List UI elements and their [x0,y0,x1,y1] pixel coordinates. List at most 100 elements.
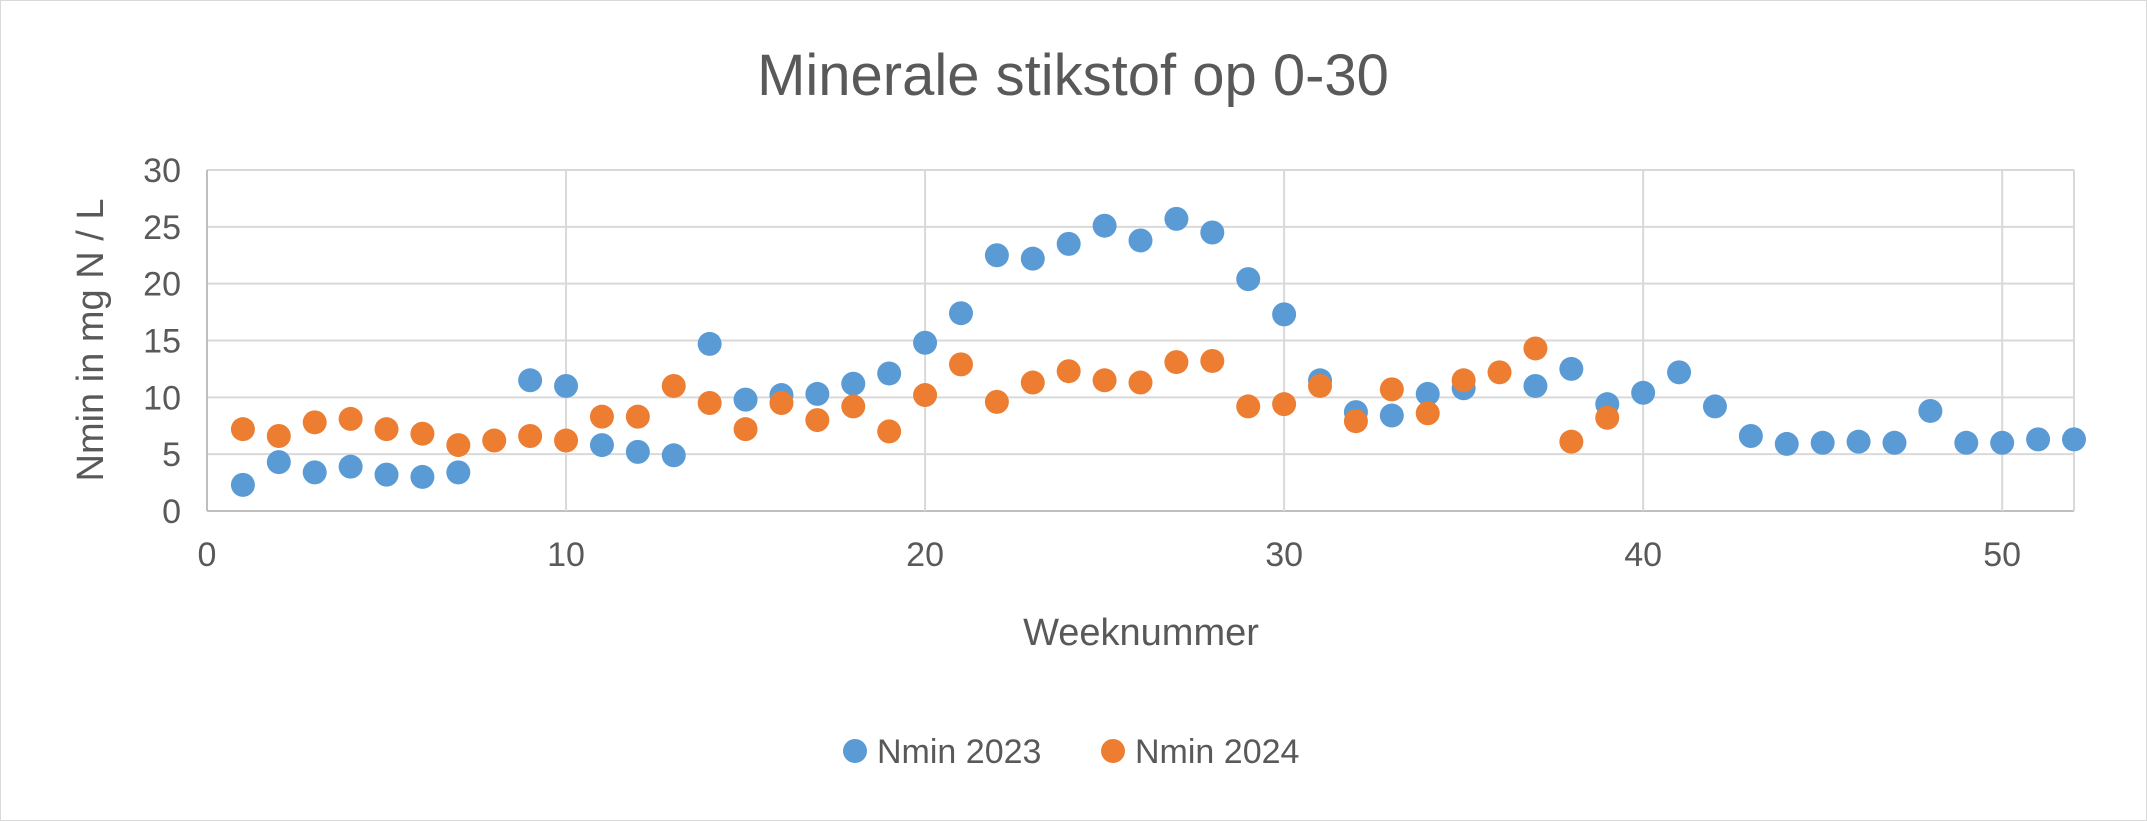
data-point [697,331,722,356]
data-point [1343,409,1368,434]
data-point [1236,394,1261,419]
data-point [1846,429,1871,454]
data-point [1523,336,1548,361]
data-point [1164,350,1189,375]
data-point [589,404,614,429]
data-point [1667,360,1692,385]
data-point [1918,398,1943,423]
data-point [1379,403,1404,428]
x-axis-label: Weeknummer [1023,612,1259,654]
data-point [1487,360,1512,385]
data-point [1523,373,1548,398]
data-point [302,460,327,485]
legend-label: Nmin 2024 [1135,733,1299,771]
data-point [913,330,938,355]
data-point [805,381,830,406]
data-point [733,387,758,412]
legend-marker [1101,739,1125,763]
data-point [841,371,866,396]
data-point [1451,368,1476,393]
data-point [625,439,650,464]
data-point [266,450,291,475]
data-point [805,408,830,433]
data-point [1990,430,2015,455]
y-tick-label: 20 [143,266,181,304]
data-point [338,454,363,479]
chart-title: Minerale stikstof op 0-30 [757,43,1389,108]
data-point [625,404,650,429]
data-point [1702,394,1727,419]
data-point [1164,206,1189,231]
data-point [374,417,399,442]
x-tick-label: 50 [1983,536,2021,574]
data-point [877,361,902,386]
data-point [410,464,435,489]
x-tick-label: 40 [1624,536,1662,574]
data-points [230,206,2086,497]
data-point [1272,302,1297,327]
y-tick-label: 25 [143,209,181,247]
legend-label: Nmin 2023 [877,733,1041,771]
data-point [338,406,363,431]
y-tick-label: 5 [162,436,181,474]
data-point [446,460,471,485]
data-point [1020,246,1045,271]
data-point [374,462,399,487]
data-point [482,428,507,453]
data-point [1236,267,1261,292]
data-point [1954,430,1979,455]
data-point [589,433,614,458]
data-point [841,394,866,419]
data-point [1738,423,1763,448]
tick-labels: 0 5 10 15 20 25 30 0 10 20 30 40 50 [143,152,2021,574]
data-point [948,301,973,326]
data-point [697,391,722,416]
data-point [554,428,579,453]
data-point [1200,348,1225,373]
legend-marker [843,739,867,763]
data-point [1882,430,1907,455]
x-tick-label: 0 [198,536,217,574]
data-point [1774,431,1799,456]
x-tick-label: 30 [1265,536,1303,574]
y-tick-label: 0 [162,493,181,531]
data-point [302,410,327,435]
data-point [1379,377,1404,402]
y-tick-label: 10 [143,379,181,417]
data-point [877,419,902,444]
data-point [1415,401,1440,426]
data-point [230,417,255,442]
y-tick-label: 15 [143,323,181,361]
data-point [1092,368,1117,393]
data-point [1200,220,1225,245]
data-point [948,352,973,377]
data-point [984,389,1009,414]
data-point [984,243,1009,268]
data-point [1810,430,1835,455]
data-point [518,368,543,393]
data-point [1415,381,1440,406]
data-point [1128,370,1153,395]
data-point [733,417,758,442]
data-point [518,423,543,448]
series-2 [230,336,1620,458]
data-point [769,391,794,416]
x-tick-label: 10 [547,536,585,574]
data-point [554,373,579,398]
data-point [661,373,686,398]
y-tick-label: 30 [143,152,181,190]
data-point [230,472,255,497]
gridlines [206,169,2075,512]
data-point [1128,228,1153,253]
data-point [1056,231,1081,256]
data-point [1272,392,1297,417]
data-point [1308,373,1333,398]
x-tick-label: 20 [906,536,944,574]
data-point [410,421,435,446]
data-point [446,433,471,458]
data-point [2026,427,2051,452]
data-point [1056,359,1081,384]
data-point [913,383,938,408]
y-axis-label: Nmin in mg N / L [70,199,112,482]
